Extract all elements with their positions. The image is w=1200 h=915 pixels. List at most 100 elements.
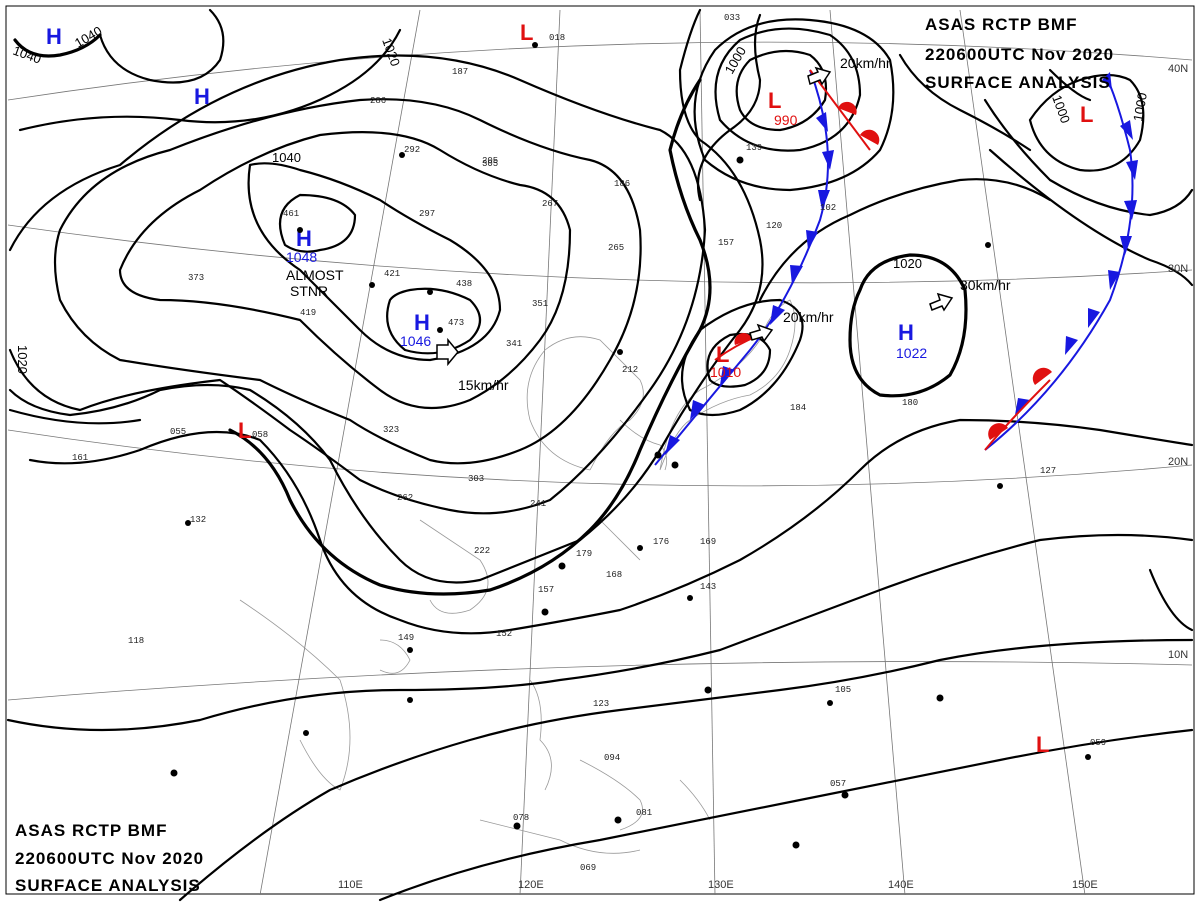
high-center-symbol: H — [46, 24, 62, 49]
station-value: 057 — [830, 779, 846, 789]
low-center-symbol: L — [1080, 102, 1093, 127]
station-value: 018 — [549, 33, 565, 43]
station-value: 078 — [513, 813, 529, 823]
longitude-label: 110E — [338, 879, 363, 891]
motion-speed: 15km/hr — [458, 377, 509, 393]
latitude-label: 30N — [1168, 263, 1188, 275]
header-line: ASAS RCTP BMF — [15, 821, 167, 840]
low-center-symbol: L — [716, 342, 729, 367]
station-value: 341 — [506, 339, 522, 349]
station-value: 169 — [700, 537, 716, 547]
longitude-label: 130E — [708, 879, 734, 891]
low-center-symbol: L — [520, 20, 533, 45]
low-center-symbol: L — [238, 418, 251, 443]
station-value: 222 — [474, 546, 490, 556]
station-value: 421 — [384, 269, 400, 279]
header-bottom: ASAS RCTP BMF 220600UTC Nov 2020 SURFACE… — [15, 821, 204, 895]
motion-arrows — [436, 66, 954, 367]
motion-speed: 30km/hr — [960, 277, 1011, 293]
header-line: SURFACE ANALYSIS — [15, 876, 201, 895]
cold-front — [654, 69, 1138, 466]
motion-arrow — [436, 337, 459, 367]
low-center-value: 1010 — [710, 364, 741, 380]
longitude-label: 120E — [518, 879, 544, 891]
high-center-value: 1022 — [896, 345, 927, 361]
station-value: 123 — [593, 699, 609, 709]
longitude-label: 140E — [888, 879, 914, 891]
isobar-label: 1020 — [15, 345, 30, 374]
station-value: 323 — [383, 425, 399, 435]
station-value: 473 — [448, 318, 464, 328]
isobar-label: 1040 — [272, 150, 301, 165]
low-center-value: 990 — [774, 112, 798, 128]
low-center-symbol: L — [1036, 732, 1049, 757]
station-value: 105 — [835, 685, 851, 695]
station-value: 205 — [482, 156, 498, 166]
high-center-value: 1046 — [400, 333, 431, 349]
station-value: 176 — [653, 537, 669, 547]
map-frame — [5, 5, 1195, 895]
motion-arrow — [749, 323, 774, 343]
station-value: 102 — [820, 203, 836, 213]
station-value: 157 — [538, 585, 554, 595]
station-value: 094 — [604, 753, 620, 763]
isobars — [6, 8, 1194, 902]
station-value: 303 — [468, 474, 484, 484]
station-value: 180 — [902, 398, 918, 408]
high-center-symbol: H — [194, 84, 210, 109]
station-value: 286 — [370, 96, 386, 106]
station-value: 033 — [724, 13, 740, 23]
latitude-label: 40N — [1168, 63, 1188, 75]
isobar-label: 1020 — [893, 256, 922, 271]
graticule-labels: 40N 30N 20N 10N 110E 120E 130E 140E 150E — [338, 63, 1188, 891]
station-value: 292 — [404, 145, 420, 155]
high-center-symbol: H — [414, 310, 430, 335]
motion-speed: 20km/hr — [840, 55, 891, 71]
latitude-label: 10N — [1168, 649, 1188, 661]
station-value: 139 — [746, 143, 762, 153]
station-value: 241 — [530, 499, 546, 509]
station-value: 120 — [766, 221, 782, 231]
station-value: 186 — [614, 179, 630, 189]
pressure-centers: H 1048 H 1046 H 1022 H H L 990 L 1010 L … — [46, 20, 1093, 757]
header-top: ASAS RCTP BMF 220600UTC Nov 2020 SURFACE… — [925, 15, 1114, 92]
station-value: 152 — [496, 629, 512, 639]
high-center-value: 1048 — [286, 249, 317, 265]
station-value: 143 — [700, 582, 716, 592]
station-value: 127 — [1040, 466, 1056, 476]
station-value: 438 — [456, 279, 472, 289]
isobar-label: 1000 — [1130, 91, 1150, 122]
header-line: ASAS RCTP BMF — [925, 15, 1077, 34]
high-center-symbol: H — [898, 320, 914, 345]
motion-speed: 20km/hr — [783, 309, 834, 325]
station-value: 069 — [580, 863, 596, 873]
station-value: 149 — [398, 633, 414, 643]
station-value: 305 — [482, 159, 498, 169]
low-center-symbol: L — [768, 88, 781, 113]
station-value: 132 — [190, 515, 206, 525]
station-value: 267 — [542, 199, 558, 209]
station-value: 157 — [718, 238, 734, 248]
stationary-note: STNR — [290, 283, 328, 299]
motion-arrow — [929, 292, 954, 312]
station-value: 168 — [606, 570, 622, 580]
station-value: 055 — [170, 427, 186, 437]
header-line: SURFACE ANALYSIS — [925, 73, 1111, 92]
motion-arrow — [807, 66, 832, 86]
station-value: 081 — [636, 808, 652, 818]
stationary-note: ALMOST — [286, 267, 344, 283]
station-value: 265 — [608, 243, 624, 253]
station-value: 262 — [397, 493, 413, 503]
longitude-label: 150E — [1072, 879, 1098, 891]
station-value: 419 — [300, 308, 316, 318]
latitude-label: 20N — [1168, 456, 1188, 468]
station-value: 297 — [419, 209, 435, 219]
station-value: 187 — [452, 67, 468, 77]
header-line: 220600UTC Nov 2020 — [925, 45, 1114, 64]
header-line: 220600UTC Nov 2020 — [15, 849, 204, 868]
station-value: 058 — [252, 430, 268, 440]
station-value: 059 — [1090, 738, 1106, 748]
station-value: 461 — [283, 209, 299, 219]
station-value: 351 — [532, 299, 548, 309]
station-plots: 461 421 438 473 351 341 305 323 303 262 … — [72, 13, 1106, 873]
